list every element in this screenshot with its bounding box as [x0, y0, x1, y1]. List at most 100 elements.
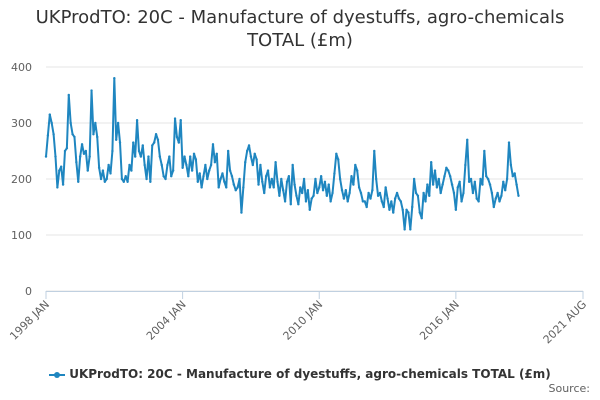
data-point[interactable]	[293, 183, 296, 186]
data-point[interactable]	[280, 177, 283, 181]
data-point[interactable]	[101, 169, 105, 172]
data-point[interactable]	[500, 194, 503, 197]
data-point[interactable]	[365, 205, 368, 209]
data-point[interactable]	[264, 175, 268, 178]
data-point[interactable]	[253, 152, 256, 155]
data-point[interactable]	[213, 161, 217, 164]
data-point[interactable]	[71, 133, 74, 136]
data-point[interactable]	[485, 175, 488, 178]
data-point[interactable]	[190, 169, 194, 172]
data-point[interactable]	[162, 175, 165, 178]
data-point[interactable]	[133, 155, 137, 158]
data-point[interactable]	[505, 177, 509, 181]
data-point[interactable]	[486, 177, 490, 181]
data-point[interactable]	[397, 197, 401, 200]
data-point[interactable]	[355, 169, 359, 172]
data-point[interactable]	[348, 191, 351, 195]
data-point[interactable]	[192, 152, 196, 155]
data-point[interactable]	[247, 144, 251, 147]
data-point[interactable]	[164, 177, 167, 181]
data-point[interactable]	[333, 172, 336, 175]
data-point[interactable]	[302, 177, 306, 181]
data-point[interactable]	[103, 180, 107, 183]
data-point[interactable]	[428, 194, 431, 197]
data-point[interactable]	[50, 121, 53, 125]
data-point[interactable]	[151, 144, 154, 147]
data-point[interactable]	[259, 163, 262, 167]
data-point[interactable]	[58, 169, 61, 172]
data-point[interactable]	[242, 186, 245, 189]
data-point[interactable]	[395, 191, 399, 195]
data-point[interactable]	[488, 183, 492, 186]
data-point[interactable]	[166, 163, 169, 167]
data-point[interactable]	[469, 177, 473, 181]
data-point[interactable]	[73, 135, 76, 139]
data-point[interactable]	[297, 203, 300, 206]
data-point[interactable]	[448, 175, 452, 178]
data-point[interactable]	[314, 177, 317, 181]
data-point[interactable]	[452, 191, 456, 195]
data-point[interactable]	[200, 186, 203, 189]
data-point[interactable]	[342, 197, 346, 200]
data-point[interactable]	[97, 166, 101, 169]
data-point[interactable]	[416, 194, 420, 197]
data-point[interactable]	[373, 149, 376, 153]
data-point[interactable]	[390, 200, 393, 203]
data-point[interactable]	[245, 149, 249, 153]
data-point[interactable]	[420, 217, 423, 220]
data-point[interactable]	[359, 191, 363, 195]
data-point[interactable]	[517, 194, 520, 197]
data-point[interactable]	[67, 93, 70, 97]
data-point[interactable]	[69, 121, 72, 125]
data-point[interactable]	[445, 166, 448, 169]
data-point[interactable]	[509, 163, 513, 167]
data-point[interactable]	[196, 180, 200, 183]
data-point[interactable]	[354, 163, 357, 167]
data-point[interactable]	[357, 186, 361, 189]
data-point[interactable]	[407, 211, 410, 214]
data-point[interactable]	[481, 183, 484, 186]
data-point[interactable]	[124, 175, 127, 178]
data-point[interactable]	[281, 189, 285, 192]
data-point[interactable]	[337, 158, 340, 161]
data-point[interactable]	[244, 161, 247, 164]
data-point[interactable]	[316, 191, 319, 195]
data-point[interactable]	[266, 169, 270, 172]
data-point[interactable]	[437, 177, 440, 181]
data-point[interactable]	[215, 152, 218, 155]
data-point[interactable]	[477, 200, 480, 203]
data-point[interactable]	[160, 163, 163, 167]
data-point[interactable]	[424, 200, 427, 203]
data-point[interactable]	[223, 180, 226, 183]
data-point[interactable]	[409, 228, 412, 231]
data-point[interactable]	[46, 134, 50, 137]
data-point[interactable]	[225, 186, 228, 189]
data-point[interactable]	[111, 149, 114, 153]
data-point[interactable]	[219, 177, 222, 181]
data-point[interactable]	[361, 200, 365, 203]
data-point[interactable]	[496, 191, 499, 195]
data-point[interactable]	[77, 180, 80, 183]
data-point[interactable]	[189, 155, 192, 158]
data-point[interactable]	[369, 197, 372, 200]
data-point[interactable]	[363, 200, 366, 203]
data-point[interactable]	[132, 141, 135, 144]
data-point[interactable]	[367, 191, 370, 195]
data-point[interactable]	[393, 197, 397, 200]
data-point[interactable]	[295, 194, 298, 197]
data-point[interactable]	[433, 169, 437, 172]
data-point[interactable]	[88, 155, 91, 158]
data-point[interactable]	[249, 155, 253, 158]
data-point[interactable]	[238, 177, 241, 181]
data-point[interactable]	[198, 172, 201, 175]
data-point[interactable]	[183, 155, 186, 158]
data-point[interactable]	[447, 169, 450, 172]
data-point[interactable]	[228, 169, 232, 172]
data-point[interactable]	[329, 200, 332, 203]
data-point[interactable]	[263, 191, 266, 195]
data-point[interactable]	[52, 133, 55, 136]
data-point[interactable]	[141, 144, 144, 147]
data-point[interactable]	[327, 183, 330, 186]
data-point[interactable]	[412, 177, 416, 181]
data-point[interactable]	[380, 200, 384, 203]
